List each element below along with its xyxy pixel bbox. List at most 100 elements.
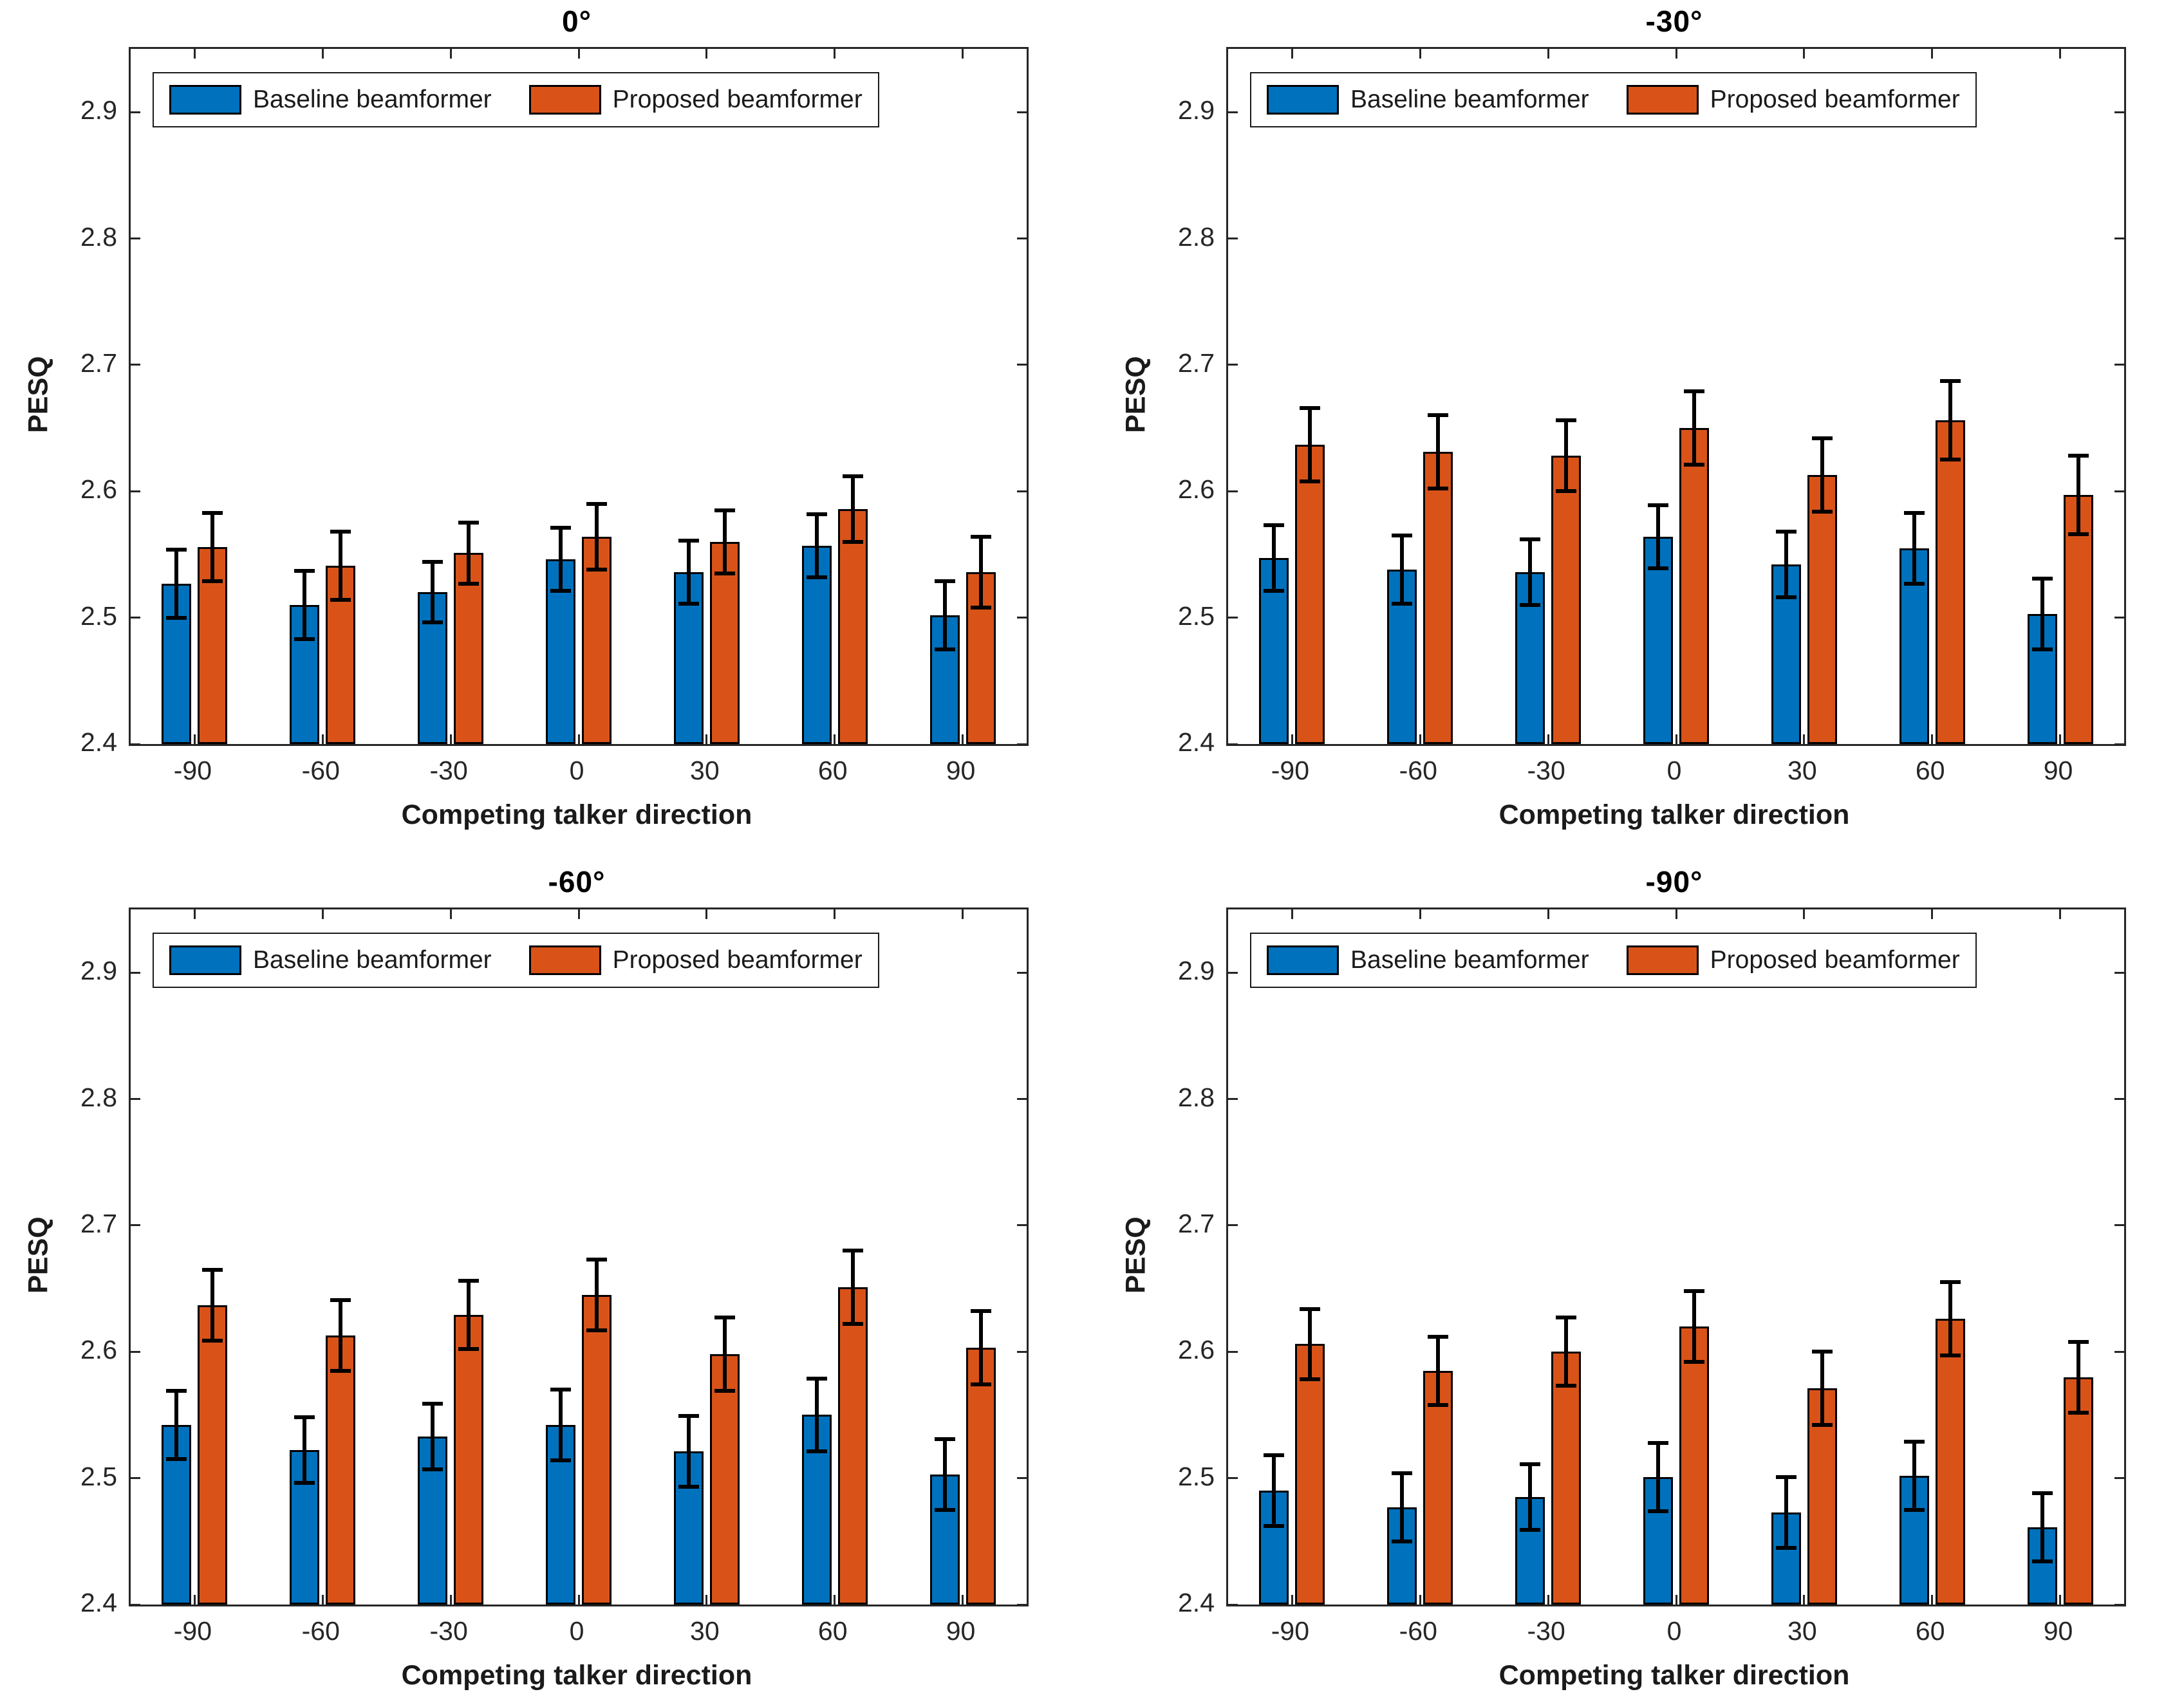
chart-title: -30° — [1645, 5, 1703, 38]
error-bar-cap-top — [458, 521, 480, 525]
error-bar-cap-top — [458, 1279, 480, 1283]
error-bar-line — [722, 510, 727, 573]
y-tick-label: 2.9 — [1178, 956, 1215, 986]
y-tick-left — [131, 1098, 140, 1101]
x-tick-label: -90 — [173, 756, 212, 785]
bar-proposed — [582, 1294, 611, 1605]
error-bar-cap-bottom — [1300, 479, 1321, 483]
proposed-color-swatch — [1626, 85, 1699, 115]
y-tick-label: 2.5 — [1178, 1461, 1215, 1491]
error-bar-cap-bottom — [166, 615, 187, 620]
y-tick-right — [1017, 364, 1027, 366]
error-bar-line — [850, 476, 855, 542]
error-bar-line — [2076, 456, 2080, 535]
y-tick-right — [1017, 743, 1027, 745]
error-bar-cap-bottom — [1264, 589, 1285, 593]
error-bar-cap-bottom — [970, 1382, 991, 1387]
error-bar-line — [1948, 1282, 1952, 1356]
x-tick-label: 0 — [1666, 756, 1682, 785]
x-tick-top — [321, 909, 324, 919]
error-bar-cap-top — [1428, 413, 1449, 418]
baseline-color-swatch — [1267, 945, 1339, 975]
error-bar-cap-bottom — [1775, 1545, 1797, 1550]
error-bar-line — [1272, 1455, 1276, 1527]
x-tick-top — [1547, 49, 1549, 59]
x-tick-bottom — [1419, 734, 1421, 744]
x-tick-bottom — [1291, 734, 1293, 744]
legend: Baseline beamformer Proposed beamformer — [1250, 72, 1977, 127]
y-tick-label: 2.6 — [1178, 474, 1215, 505]
x-tick-label: 90 — [946, 756, 976, 785]
error-bar-line — [303, 570, 307, 639]
error-bar-line — [686, 1416, 691, 1487]
x-tick-bottom — [577, 1595, 580, 1605]
error-bar-cap-bottom — [330, 598, 351, 602]
x-tick-label: 30 — [1787, 1616, 1817, 1646]
x-tick-top — [834, 49, 836, 59]
x-tick-label: -60 — [301, 756, 340, 785]
error-bar-line — [1564, 420, 1569, 492]
x-tick-top — [1931, 909, 1934, 919]
y-tick-right — [2114, 971, 2124, 974]
error-bar-line — [174, 1391, 179, 1460]
error-bar-line — [1948, 381, 1952, 460]
error-bar-cap-top — [1684, 1289, 1704, 1294]
error-bar-line — [467, 1281, 471, 1350]
error-bar-line — [595, 503, 599, 570]
x-tick-bottom — [834, 1595, 836, 1605]
error-bar-cap-bottom — [1648, 566, 1668, 571]
error-bar-cap-top — [714, 508, 735, 512]
x-tick-label: 30 — [1787, 756, 1817, 785]
error-bar-cap-top — [806, 1376, 827, 1381]
legend-item-proposed: Proposed beamformer — [528, 945, 863, 975]
legend-item-baseline: Baseline beamformer — [169, 85, 492, 115]
x-tick-label: -60 — [1399, 1616, 1437, 1646]
error-bar-cap-bottom — [294, 637, 315, 642]
x-tick-bottom — [321, 1595, 324, 1605]
error-bar-cap-bottom — [294, 1481, 315, 1485]
error-bar-line — [1820, 438, 1824, 512]
legend-item-baseline: Baseline beamformer — [1267, 945, 1589, 975]
error-bar-line — [1692, 1291, 1696, 1362]
y-tick-right — [2114, 1224, 2124, 1227]
y-tick-label: 2.6 — [80, 474, 117, 505]
error-bar-cap-top — [2067, 1339, 2089, 1344]
error-bar-line — [1656, 505, 1660, 569]
error-bar-cap-bottom — [1392, 1539, 1413, 1543]
x-tick-label: 60 — [1915, 1616, 1945, 1646]
error-bar-cap-bottom — [1392, 602, 1413, 606]
x-tick-label: 60 — [1915, 756, 1945, 785]
legend-label: Baseline beamformer — [1350, 946, 1589, 974]
proposed-color-swatch — [528, 945, 601, 975]
x-tick-label: -30 — [429, 1616, 468, 1646]
y-tick-left — [131, 1350, 140, 1353]
x-tick-top — [1803, 909, 1806, 919]
x-tick-bottom — [705, 1595, 708, 1605]
error-bar-cap-top — [1811, 436, 1833, 440]
error-bar-line — [1308, 1308, 1312, 1380]
error-bar-cap-top — [842, 474, 863, 478]
baseline-color-swatch — [1267, 85, 1339, 115]
error-bar-line — [814, 514, 819, 577]
legend-label: Proposed beamformer — [612, 946, 863, 974]
error-bar-cap-top — [586, 501, 607, 506]
x-axis-label: Competing talker direction — [401, 1660, 752, 1691]
y-tick-right — [1017, 490, 1027, 492]
y-tick-left — [1228, 1603, 1238, 1606]
error-bar-line — [174, 549, 179, 618]
x-tick-bottom — [449, 734, 452, 744]
error-bar-cap-top — [1300, 1307, 1321, 1311]
x-tick-label: -30 — [1527, 1616, 1565, 1646]
y-tick-left — [131, 237, 140, 240]
y-tick-left — [131, 1224, 140, 1227]
error-bar-cap-bottom — [2067, 1410, 2089, 1415]
x-tick-label: 60 — [817, 756, 848, 785]
error-bar-cap-top — [842, 1249, 863, 1253]
legend-item-baseline: Baseline beamformer — [169, 945, 492, 975]
x-tick-top — [1675, 909, 1677, 919]
x-tick-bottom — [1419, 1595, 1421, 1605]
y-tick-label: 2.4 — [80, 727, 117, 757]
y-tick-label: 2.5 — [1178, 600, 1215, 631]
error-bar-line — [559, 1390, 563, 1461]
x-tick-top — [1291, 909, 1293, 919]
